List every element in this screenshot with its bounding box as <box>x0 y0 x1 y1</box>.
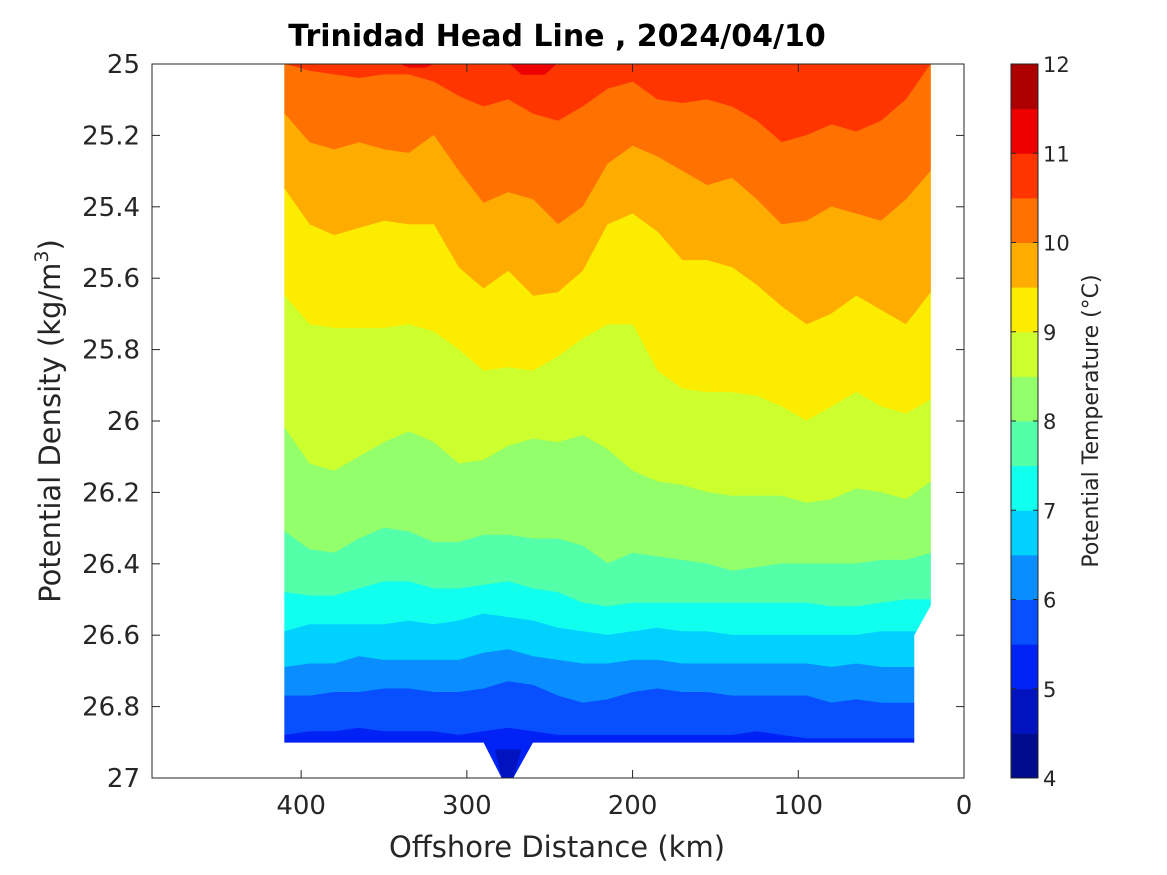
x-tick-label: 0 <box>956 791 973 821</box>
y-axis-label-end: ) <box>33 239 67 250</box>
colorbar-tick-label: 4 <box>1043 767 1056 791</box>
chart-title: Trinidad Head Line , 2024/04/10 <box>288 19 825 54</box>
contour-band <box>495 749 522 778</box>
x-tick-label: 200 <box>608 791 658 821</box>
y-axis-label: Potential Density (kg/m3) <box>31 239 67 603</box>
contour-band <box>400 64 434 68</box>
y-tick-label: 26.6 <box>82 621 140 651</box>
colorbar-segment <box>1011 64 1038 110</box>
colorbar-segment <box>1011 465 1038 511</box>
colorbar-segment <box>1011 644 1038 690</box>
colorbar-segment <box>1011 242 1038 288</box>
colorbar-segment <box>1011 599 1038 645</box>
colorbar-segment <box>1011 287 1038 333</box>
y-tick-label: 26 <box>107 407 140 437</box>
colorbar-tick-label: 12 <box>1043 53 1070 77</box>
colorbar-tick-label: 11 <box>1043 142 1070 166</box>
y-axis-label-superscript: 3 <box>31 250 53 262</box>
colorbar-segment <box>1011 153 1038 199</box>
y-axis: 25 25.2 25.4 25.6 25.8 26 26.2 26.4 26.6 26.8 27 <box>82 50 964 794</box>
y-tick-label: 26.8 <box>82 693 140 723</box>
y-tick-label: 25.2 <box>82 121 140 151</box>
x-axis-label: Offshore Distance (km) <box>389 830 725 864</box>
colorbar-tick-label: 8 <box>1043 410 1056 434</box>
colorbar: 4 5 6 7 8 9 10 11 12 <box>1010 53 1070 791</box>
colorbar-segment <box>1011 421 1038 467</box>
colorbar-segment <box>1011 510 1038 556</box>
y-tick-label: 25.6 <box>82 264 140 294</box>
y-tick-label: 27 <box>107 764 140 794</box>
contour-band <box>509 64 557 75</box>
colorbar-tick-label: 10 <box>1043 232 1070 256</box>
y-tick-label: 25 <box>107 50 140 80</box>
colorbar-label: Potential Temperature (°C) <box>1079 274 1104 567</box>
x-axis: 400 300 200 100 0 <box>276 64 972 821</box>
y-tick-label: 25.8 <box>82 336 140 366</box>
colorbar-tick-label: 9 <box>1043 321 1056 345</box>
x-tick-label: 100 <box>773 791 823 821</box>
colorbar-segment <box>1011 688 1038 734</box>
x-tick-label: 300 <box>442 791 492 821</box>
colorbar-segment <box>1011 733 1038 779</box>
colorbar-tick-label: 6 <box>1043 589 1056 613</box>
colorbar-tick-label: 5 <box>1043 678 1056 702</box>
colorbar-segment <box>1011 197 1038 243</box>
contour-fill-layer <box>284 64 964 778</box>
colorbar-segment <box>1011 331 1038 377</box>
x-tick-label: 400 <box>276 791 326 821</box>
y-tick-label: 26.4 <box>82 550 140 580</box>
colorbar-segment <box>1011 554 1038 600</box>
colorbar-tick-label: 7 <box>1043 499 1056 523</box>
colorbar-segment <box>1011 376 1038 422</box>
y-tick-label: 25.4 <box>82 193 140 223</box>
y-tick-label: 26.2 <box>82 478 140 508</box>
y-axis-label-main: Potential Density (kg/m <box>33 263 67 603</box>
colorbar-segment <box>1011 108 1038 154</box>
